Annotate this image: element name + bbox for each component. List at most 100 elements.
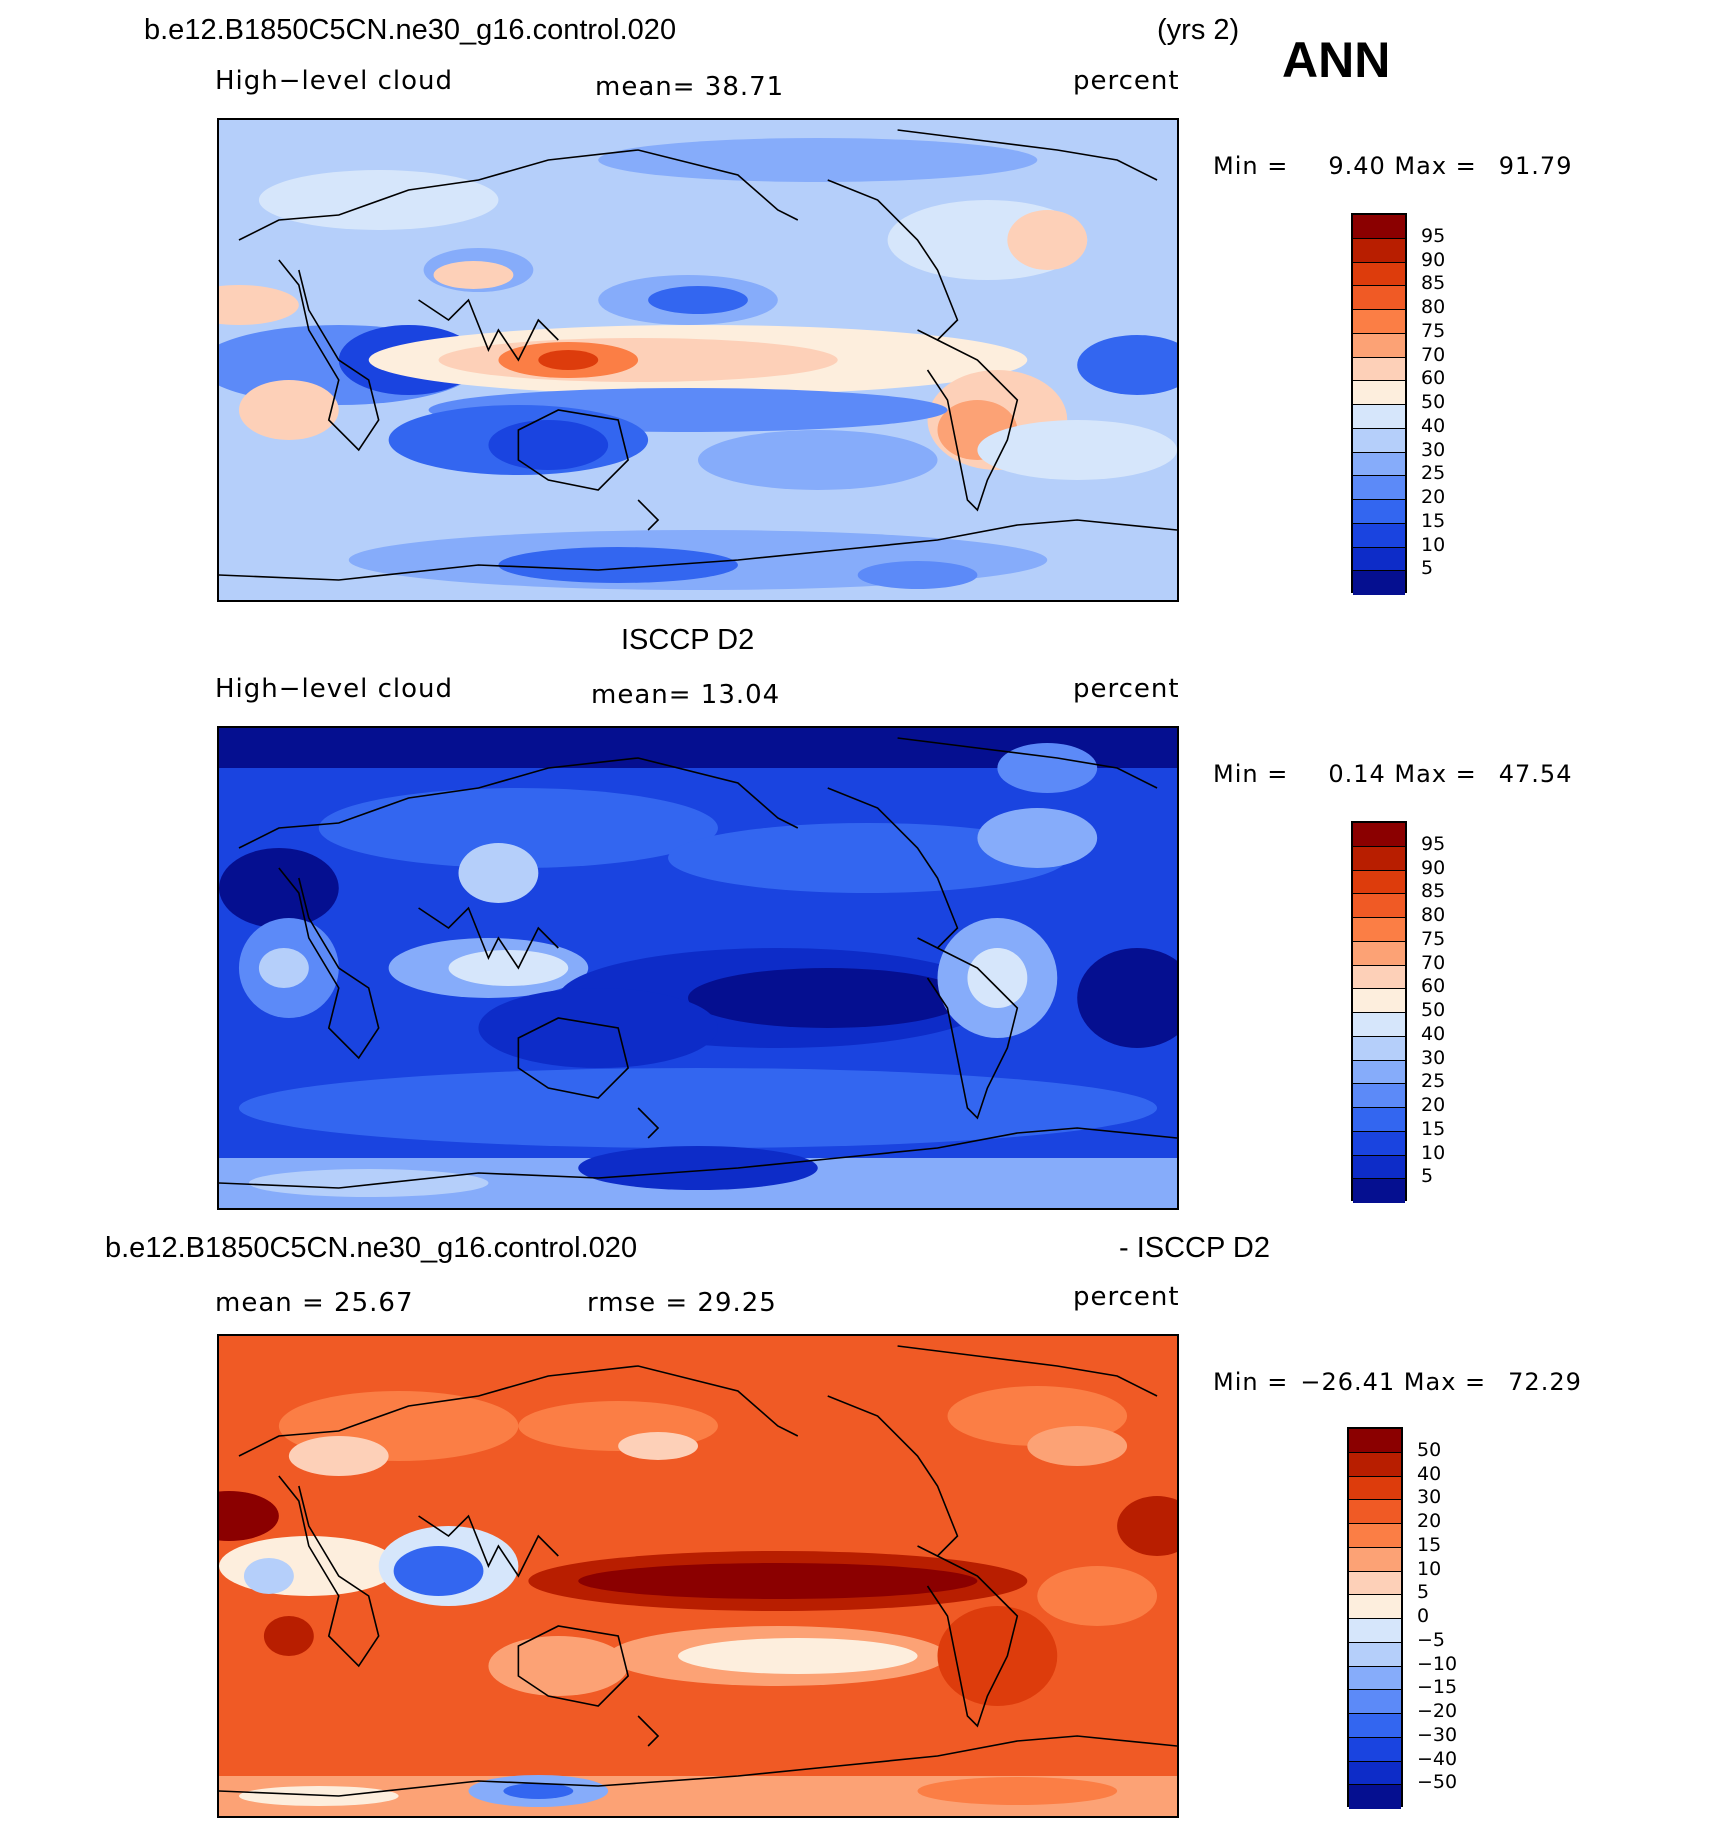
colorbar2 xyxy=(1351,821,1407,1203)
colorbar-segment xyxy=(1353,870,1405,895)
colorbar-tick-label: 5 xyxy=(1421,1165,1434,1188)
colorbar-tick-label: 60 xyxy=(1421,975,1446,998)
panel2-min-value: 0.14 xyxy=(1328,760,1386,788)
colorbar-segment xyxy=(1349,1666,1401,1691)
colorbar3 xyxy=(1347,1427,1403,1809)
colorbar-segment xyxy=(1353,238,1405,263)
colorbar-segment xyxy=(1353,846,1405,871)
panel2-min-label: Min = xyxy=(1213,760,1289,788)
colorbar-tick-label: 40 xyxy=(1421,414,1446,437)
panel1-min-value: 9.40 xyxy=(1328,152,1386,180)
panel3-rmse: rmse = 29.25 xyxy=(587,1288,777,1318)
colorbar-tick-label: 20 xyxy=(1421,1094,1446,1116)
colorbar-tick-label: 30 xyxy=(1421,1046,1446,1069)
colorbar-tick-label: 0 xyxy=(1417,1605,1430,1627)
panel3-min-max: Min = −26.41 Max = 72.29 xyxy=(1213,1368,1582,1396)
colorbar-segment xyxy=(1349,1500,1401,1524)
colorbar-tick-label: 95 xyxy=(1421,832,1446,855)
panel1-min-max: Min = 9.40 Max = 91.79 xyxy=(1213,152,1572,180)
colorbar-tick-label: 90 xyxy=(1421,248,1446,271)
colorbar-segment xyxy=(1349,1476,1401,1501)
colorbar-segment xyxy=(1353,894,1405,918)
colorbar-tick-label: 15 xyxy=(1421,509,1446,532)
colorbar-segment xyxy=(1353,823,1405,847)
colorbar-segment xyxy=(1353,215,1405,239)
panel1-map-canvas xyxy=(219,120,1177,600)
panel1-map xyxy=(217,118,1179,602)
colorbar-segment xyxy=(1353,428,1405,453)
colorbar-segment xyxy=(1353,476,1405,500)
panel2-coastlines xyxy=(219,737,1177,1189)
panel2-units: percent xyxy=(1073,674,1180,704)
colorbar-tick-label: 75 xyxy=(1421,927,1446,950)
colorbar-tick-label: 10 xyxy=(1421,533,1446,556)
panel2-max-value: 47.54 xyxy=(1498,760,1573,788)
panel3-coastlines xyxy=(219,1345,1177,1797)
colorbar-segment xyxy=(1353,523,1405,548)
colorbar-tick-label: 75 xyxy=(1421,319,1446,342)
colorbar-segment xyxy=(1353,1013,1405,1037)
colorbar-tick-label: 5 xyxy=(1421,557,1434,580)
colorbar-segment xyxy=(1349,1619,1401,1643)
panel3-units: percent xyxy=(1073,1282,1180,1312)
panel1-mean: mean= 38.71 xyxy=(595,72,785,102)
panel3-min-value: −26.41 xyxy=(1300,1368,1396,1396)
panel2-map-canvas xyxy=(219,728,1177,1208)
years-label: (yrs 2) xyxy=(1157,14,1240,46)
colorbar-tick-label: 20 xyxy=(1421,486,1446,508)
panel1-max-value: 91.79 xyxy=(1498,152,1573,180)
colorbar-segment xyxy=(1353,989,1405,1013)
colorbar1 xyxy=(1351,213,1407,595)
colorbar-segment xyxy=(1349,1714,1401,1738)
colorbar-segment xyxy=(1353,1084,1405,1108)
colorbar-segment xyxy=(1353,1060,1405,1085)
colorbar-segment xyxy=(1353,571,1405,595)
panel3-min-label: Min = xyxy=(1213,1368,1289,1396)
colorbar-segment xyxy=(1353,381,1405,405)
colorbar-tick-label: 5 xyxy=(1417,1581,1430,1604)
colorbar-tick-label: 30 xyxy=(1417,1486,1442,1509)
panel3-mean: mean = 25.67 xyxy=(215,1288,414,1318)
colorbar-segment xyxy=(1353,333,1405,358)
colorbar-segment xyxy=(1349,1524,1401,1548)
colorbar-segment xyxy=(1353,1108,1405,1132)
panel2-min-max: Min = 0.14 Max = 47.54 xyxy=(1213,760,1572,788)
panel2-title: ISCCP D2 xyxy=(621,624,755,656)
colorbar-segment xyxy=(1353,452,1405,477)
colorbar-tick-label: −30 xyxy=(1417,1723,1458,1746)
panel2-variable: High−level cloud xyxy=(215,674,454,704)
panel3-title-right: - ISCCP D2 xyxy=(1119,1232,1270,1264)
colorbar-tick-label: 80 xyxy=(1421,904,1446,926)
colorbar-tick-label: 40 xyxy=(1421,1022,1446,1045)
colorbar-segment xyxy=(1353,405,1405,429)
colorbar-tick-label: 80 xyxy=(1421,296,1446,318)
colorbar-tick-label: 15 xyxy=(1417,1533,1442,1556)
colorbar-segment xyxy=(1349,1785,1401,1809)
panel2-max-label: Max = xyxy=(1394,760,1477,788)
season-label: ANN xyxy=(1282,32,1391,88)
colorbar-tick-label: 85 xyxy=(1421,880,1446,903)
colorbar-segment xyxy=(1349,1547,1401,1572)
colorbar-segment xyxy=(1349,1571,1401,1596)
colorbar-segment xyxy=(1349,1452,1401,1477)
colorbar-tick-label: 70 xyxy=(1421,343,1446,366)
colorbar-tick-label: 30 xyxy=(1421,438,1446,461)
panel1-max-label: Max = xyxy=(1394,152,1477,180)
panel1-variable: High−level cloud xyxy=(215,66,454,96)
panel1-units: percent xyxy=(1073,66,1180,96)
colorbar-segment xyxy=(1353,1131,1405,1156)
colorbar-segment xyxy=(1353,547,1405,572)
colorbar-tick-label: 95 xyxy=(1421,224,1446,247)
colorbar-segment xyxy=(1353,1036,1405,1061)
colorbar-tick-label: −15 xyxy=(1417,1676,1458,1699)
colorbar-segment xyxy=(1353,357,1405,382)
colorbar-tick-label: 60 xyxy=(1421,367,1446,390)
colorbar-tick-label: −10 xyxy=(1417,1652,1458,1675)
colorbar-tick-label: 10 xyxy=(1421,1141,1446,1164)
model-case-title: b.e12.B1850C5CN.ne30_g16.control.020 xyxy=(144,14,677,46)
panel2-map xyxy=(217,726,1179,1210)
colorbar-tick-label: 40 xyxy=(1417,1462,1442,1485)
colorbar-segment xyxy=(1353,941,1405,966)
colorbar-tick-label: 50 xyxy=(1417,1438,1442,1461)
colorbar-tick-label: 90 xyxy=(1421,856,1446,879)
